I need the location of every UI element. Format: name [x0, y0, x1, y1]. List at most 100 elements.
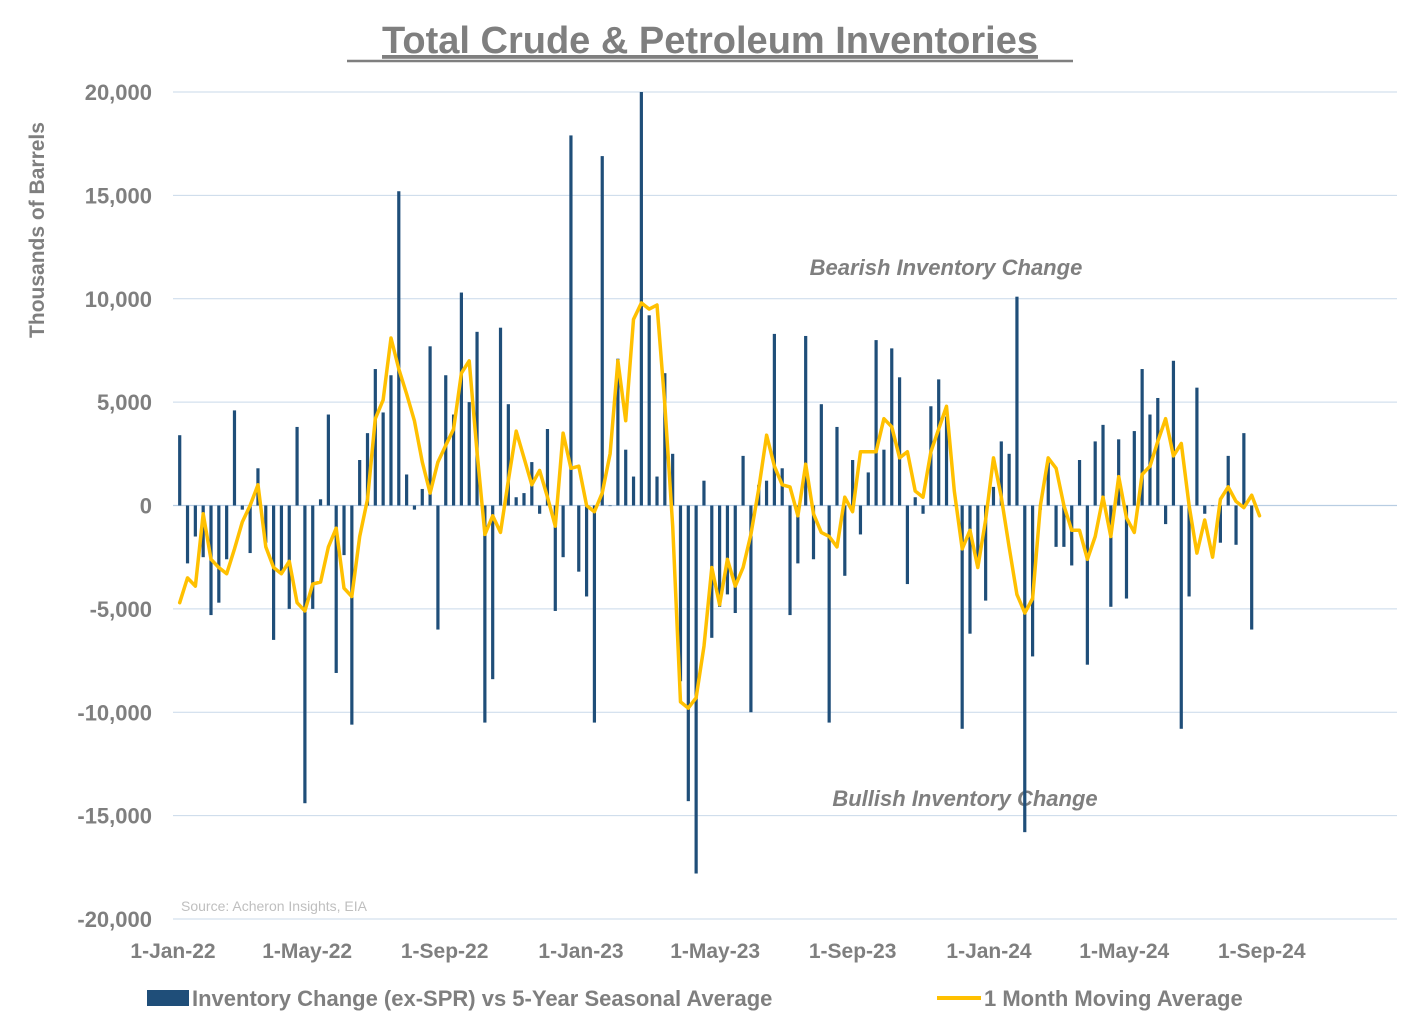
x-tick-label: 1-May-22: [262, 940, 352, 963]
bar: [1226, 455, 1230, 506]
bar: [1195, 387, 1199, 506]
bar: [897, 377, 902, 506]
bar: [592, 505, 597, 723]
bar: [412, 505, 417, 510]
legend-swatch-bars: [147, 990, 189, 1006]
bar: [702, 480, 706, 506]
bar-series: [178, 92, 1254, 874]
bar: [804, 335, 808, 506]
bar: [976, 505, 980, 568]
bar: [671, 453, 675, 506]
bar: [1054, 505, 1058, 547]
bar: [1070, 505, 1074, 566]
bar: [819, 404, 823, 506]
bar: [1062, 505, 1066, 547]
y-tick-label: 10,000: [85, 287, 152, 312]
bar: [475, 331, 479, 506]
bar: [1046, 460, 1050, 506]
bar: [272, 505, 276, 640]
y-tick-label: 0: [140, 494, 152, 519]
bar: [858, 505, 863, 535]
bar: [999, 441, 1003, 506]
bar: [397, 191, 401, 506]
bar: [248, 505, 252, 554]
bar: [498, 327, 503, 506]
bar: [538, 505, 542, 514]
bar: [201, 505, 205, 558]
bar: [522, 493, 526, 506]
bar: [1148, 414, 1152, 506]
x-axis-ticks: 1-Jan-22 1-May-22 1-Sep-22 1-Jan-23 1-May-23…: [130, 940, 1305, 963]
gridlines: [173, 91, 1397, 920]
bar: [1250, 505, 1254, 630]
bar: [342, 505, 346, 556]
bar: [264, 505, 268, 543]
bar: [1210, 505, 1215, 507]
bar: [1156, 397, 1160, 506]
bar: [1164, 505, 1168, 525]
y-axis-label: Thousands of Barrels: [26, 122, 49, 338]
bar: [772, 333, 776, 506]
x-tick-label: 1-May-24: [1079, 940, 1169, 963]
bar: [764, 480, 769, 506]
bar: [600, 156, 604, 506]
bar: [1187, 505, 1191, 597]
bar: [843, 505, 847, 576]
bar: [1124, 505, 1129, 599]
bar: [631, 476, 636, 506]
y-tick-label: -10,000: [77, 700, 152, 725]
x-tick-label: 1-Sep-23: [809, 940, 897, 963]
bar: [459, 292, 463, 506]
y-tick-label: -20,000: [77, 907, 152, 932]
bar: [373, 369, 377, 506]
bar: [984, 505, 988, 601]
chart-title: Total Crude & Petroleum Inventories: [382, 20, 1038, 62]
bar: [561, 505, 565, 558]
bar: [678, 505, 683, 682]
bar: [326, 414, 330, 506]
bar: [952, 505, 956, 507]
bar: [295, 426, 299, 506]
bar: [1140, 369, 1144, 506]
bar: [1015, 296, 1019, 506]
y-tick-label: 20,000: [85, 80, 152, 105]
y-tick-label: -15,000: [77, 804, 152, 829]
bar: [483, 505, 487, 723]
bar: [1093, 441, 1097, 506]
bar: [1242, 433, 1246, 506]
bar: [639, 92, 643, 506]
bar: [279, 505, 284, 574]
bar: [506, 404, 510, 506]
bar: [428, 346, 432, 506]
bar: [389, 375, 393, 506]
bar: [1132, 431, 1136, 506]
x-tick-label: 1-May-23: [670, 940, 760, 963]
bar: [1101, 424, 1105, 506]
bar: [381, 412, 385, 506]
bar: [1077, 460, 1082, 506]
bar: [240, 505, 244, 510]
bar: [780, 468, 784, 506]
bar: [827, 505, 831, 723]
bar: [178, 435, 182, 506]
bar: [913, 497, 917, 506]
legend-label-bars: Inventory Change (ex-SPR) vs 5-Year Seas…: [192, 986, 772, 1011]
bar: [624, 449, 628, 506]
x-tick-label: 1-Jan-23: [538, 940, 623, 963]
bar: [968, 505, 972, 634]
bar: [655, 476, 659, 506]
bar: [796, 505, 800, 564]
bar: [960, 505, 964, 729]
bar: [749, 505, 753, 713]
bar: [311, 505, 315, 609]
bar: [436, 505, 440, 630]
bar: [584, 505, 589, 597]
bar: [686, 505, 690, 802]
bar: [921, 505, 925, 514]
bar: [420, 488, 424, 506]
bar: [1117, 439, 1121, 506]
bar: [569, 135, 573, 506]
bar: [788, 505, 792, 616]
bar: [874, 340, 878, 506]
bar: [663, 373, 667, 506]
